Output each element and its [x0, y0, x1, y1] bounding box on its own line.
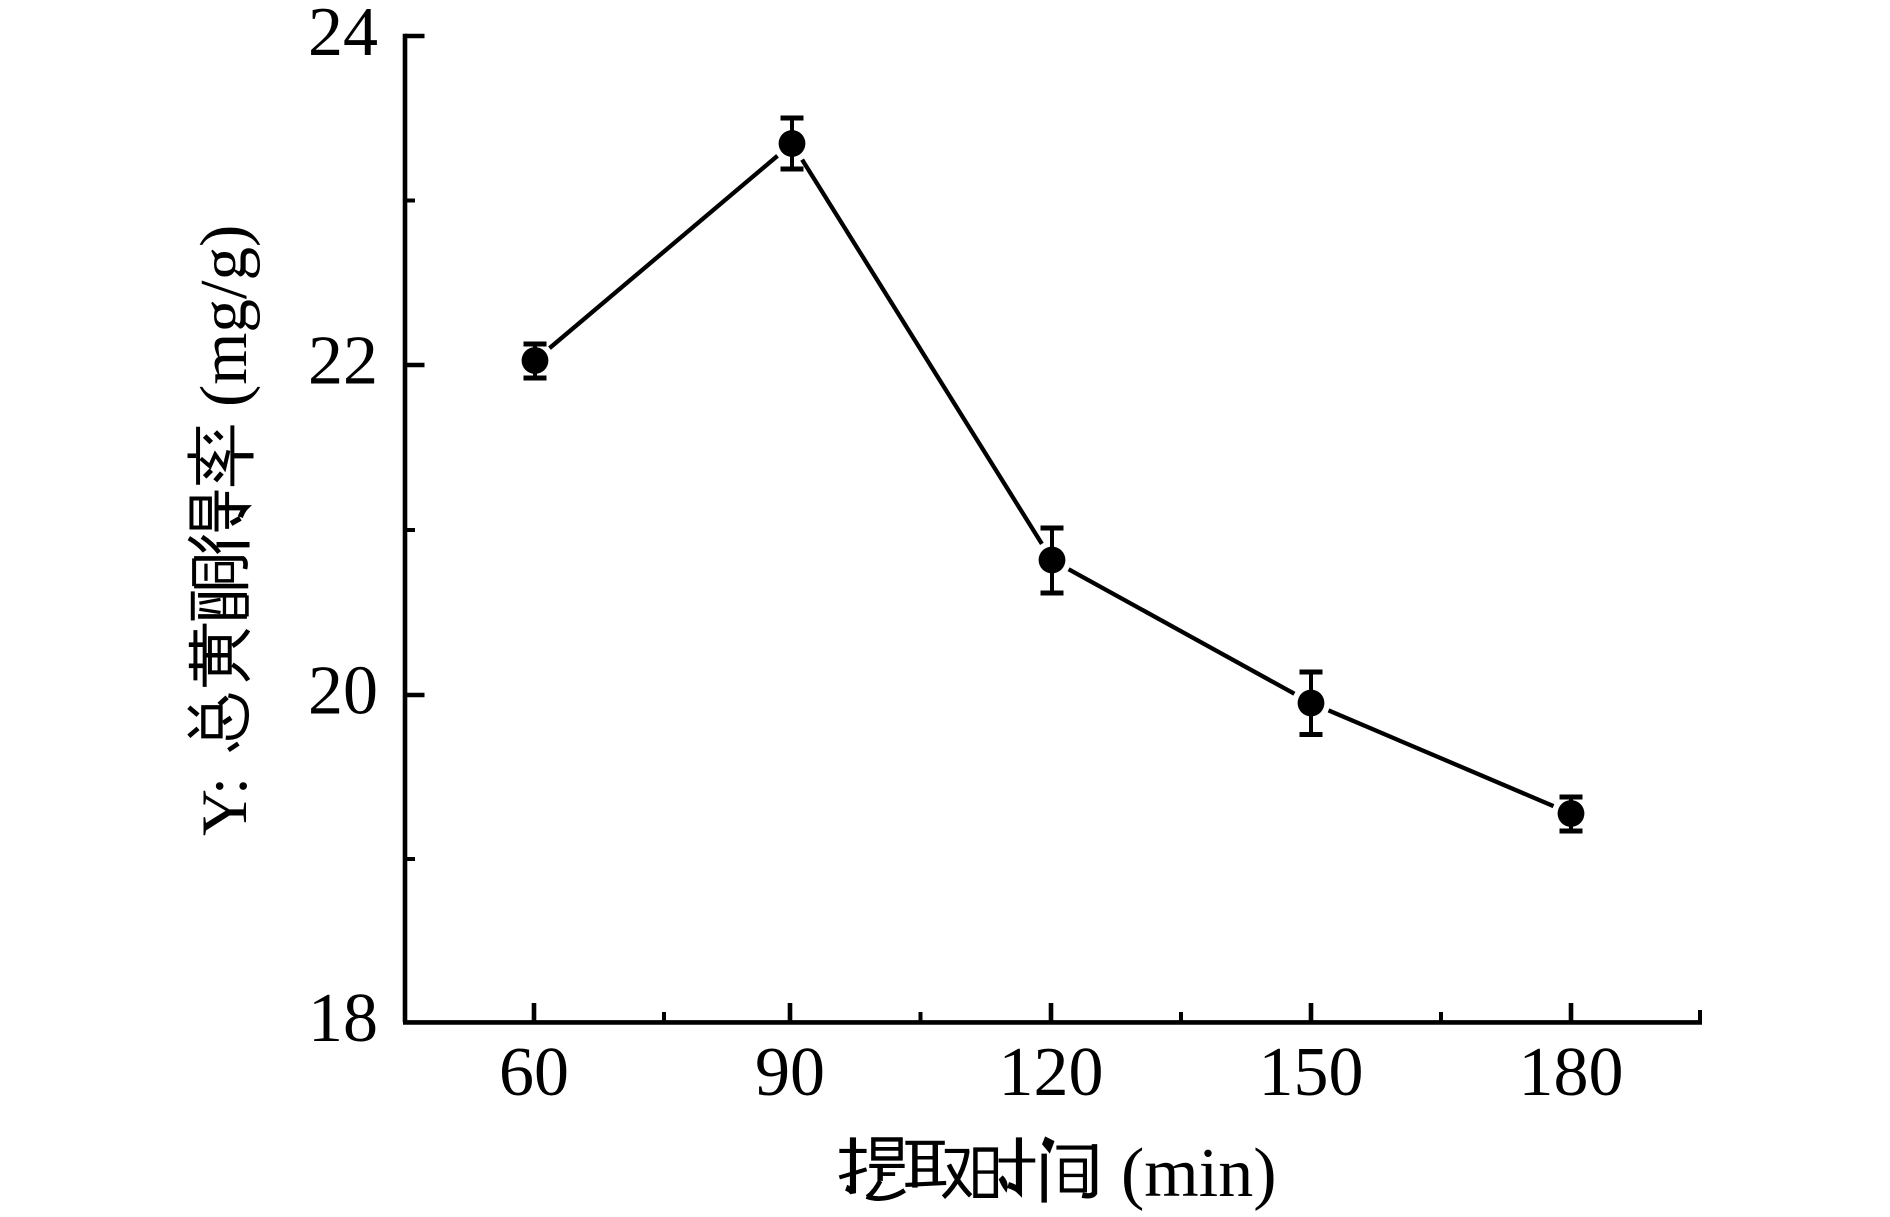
svg-text:18: 18: [308, 980, 378, 1057]
svg-text:22: 22: [308, 323, 378, 400]
svg-text:(mg/g): (mg/g): [187, 225, 261, 407]
svg-text:180: 180: [1519, 1034, 1624, 1111]
svg-text:Y:: Y:: [189, 777, 261, 836]
svg-text:90: 90: [755, 1034, 825, 1111]
svg-text:60: 60: [499, 1034, 569, 1111]
svg-text:(min): (min): [1121, 1135, 1277, 1212]
svg-text:150: 150: [1259, 1034, 1364, 1111]
svg-text:24: 24: [308, 0, 378, 71]
svg-text:20: 20: [308, 653, 378, 730]
svg-text:120: 120: [999, 1034, 1104, 1111]
